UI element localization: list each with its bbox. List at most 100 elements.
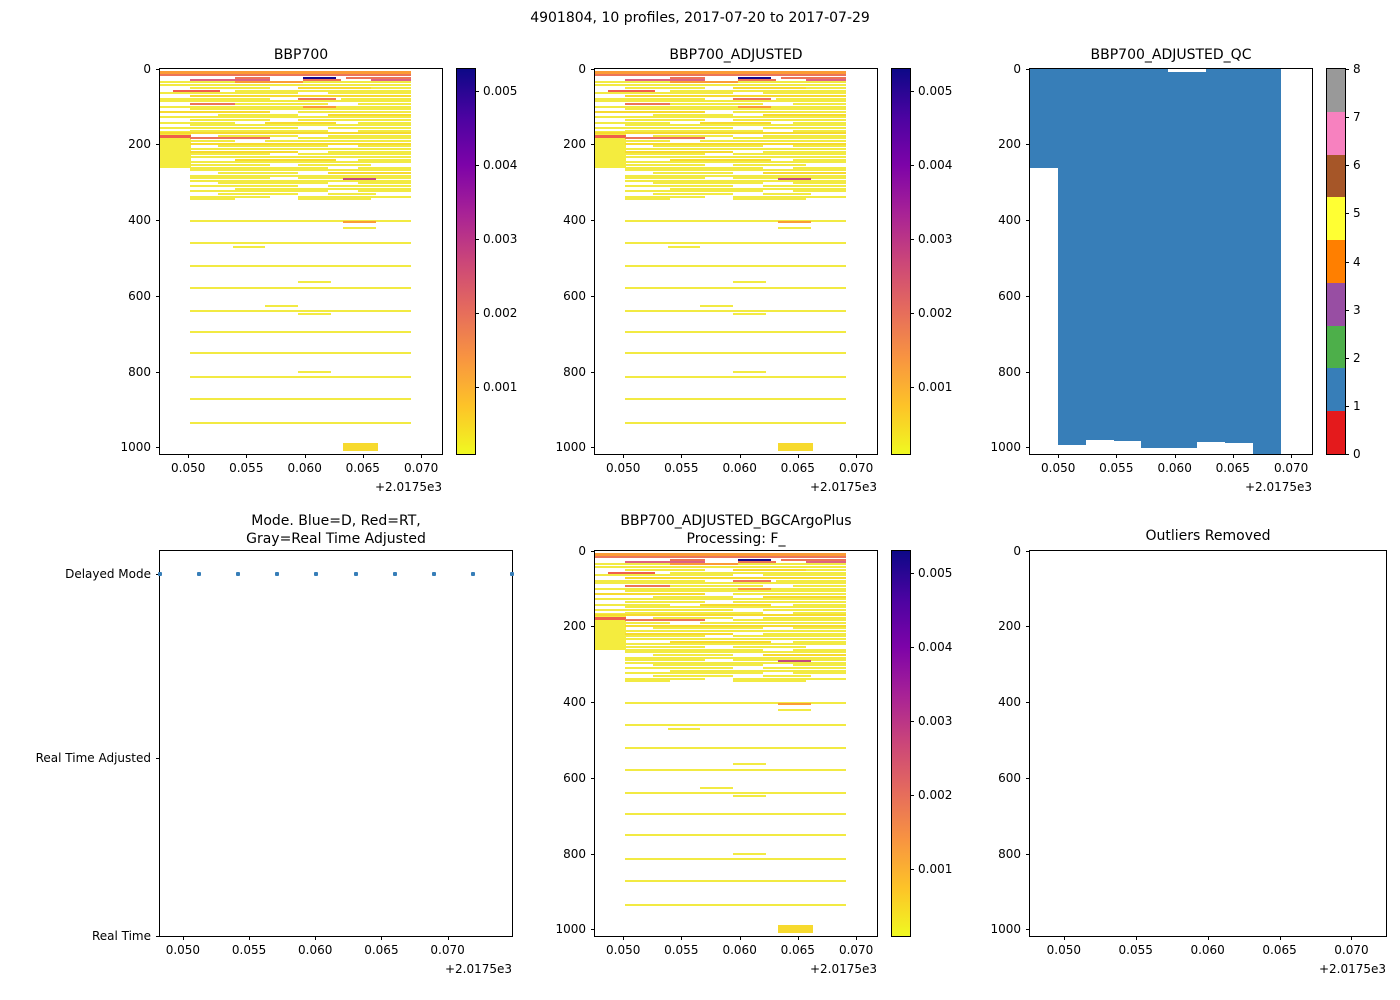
heatmap-stripe [160, 92, 299, 95]
heatmap-stripe [733, 371, 766, 374]
heatmap-stripe [595, 116, 846, 119]
heatmap-stripe [738, 587, 771, 590]
heatmap-stripe [190, 331, 411, 334]
heatmap-stripe [172, 89, 221, 92]
y-tick-label: 0 [578, 544, 586, 558]
heatmap-stripe [625, 858, 846, 861]
heatmap-stripe [763, 193, 811, 196]
x-tick-label: 0.050 [1041, 461, 1076, 475]
heatmap-stripe [625, 632, 734, 635]
x-tick-label: 0.055 [231, 943, 267, 957]
y-tick-label: 0 [578, 62, 586, 76]
heatmap-stripe [793, 121, 846, 124]
y-tick-label: 1000 [555, 440, 586, 455]
x-tick-mark [1063, 936, 1065, 940]
data-mode-marker [353, 571, 358, 576]
heatmap-stripe [625, 624, 846, 627]
qc-flag-cell [1085, 69, 1114, 441]
heatmap-stripe [625, 637, 846, 640]
x-tick-mark [1058, 454, 1060, 458]
heatmap-stripe [763, 595, 846, 598]
x-tick-label: 0.065 [780, 461, 815, 475]
heatmap-stripe [738, 563, 846, 566]
heatmap-stripe [328, 185, 411, 188]
heatmap-stripe [160, 105, 304, 108]
colorbar-tick-label: 3 [1353, 302, 1361, 317]
colorbar-tick-label: 4 [1353, 254, 1361, 269]
heatmap-stripe [763, 632, 846, 635]
heatmap-stripe [778, 178, 811, 181]
heatmap-stripe [733, 677, 846, 680]
heatmap-stripe [625, 590, 846, 593]
colorbar-qc-segment [1327, 69, 1345, 112]
heatmap-stripe [793, 190, 846, 193]
y-tick-label: 800 [998, 846, 1021, 861]
colorbar-tick-mark [910, 313, 914, 315]
heatmap-stripe [625, 568, 706, 571]
heatmap-stripe [298, 371, 331, 374]
colorbar-tick-label: 0.002 [483, 306, 518, 321]
heatmap-stripe [625, 79, 706, 82]
heatmap-stripe [217, 134, 299, 137]
heatmap-stripe [778, 924, 814, 928]
heatmap-stripe [763, 574, 846, 577]
heatmap-stripe [733, 659, 846, 662]
colorbar-qc-segment [1327, 411, 1345, 454]
x-tick-label: 0.055 [664, 943, 699, 957]
heatmap-stripe [625, 585, 671, 588]
colorbar-tick-label: 0.001 [918, 862, 953, 877]
heatmap-stripe [733, 198, 806, 201]
plot-area-bbp700-adjusted: 0.050 0.055 0.060 0.065 0.070 +2.0175e3 0 200 40… [555, 62, 878, 494]
heatmap-stripe [670, 158, 771, 161]
heatmap-stripe [190, 108, 411, 111]
x-tick-mark [739, 454, 741, 458]
heatmap-stripe [298, 163, 371, 166]
heatmap-stripe [190, 166, 329, 169]
x-tick-label: 0.055 [229, 461, 264, 475]
heatmap-stripe [160, 132, 411, 135]
y-tick-label: 600 [563, 288, 586, 303]
heatmap-stripe [358, 158, 411, 161]
y-tick-label: 600 [998, 288, 1021, 303]
colorbar-qc-flags: 0 1 2 3 4 5 6 7 8 [1326, 62, 1361, 461]
heatmap-stripe [190, 220, 411, 223]
heatmap-stripe [190, 142, 411, 145]
heatmap-stripe [217, 193, 299, 196]
colorbar-tick-label: 0.005 [918, 84, 953, 99]
heatmap-stripe [343, 447, 379, 451]
heatmap-stripe [763, 92, 846, 95]
heatmap-stripe [733, 86, 806, 89]
heatmap-stripe [190, 241, 411, 244]
x-tick-mark [182, 936, 184, 940]
y-tick-label: 1000 [555, 922, 586, 937]
y-tick-mark [591, 853, 595, 855]
heatmap-stripe [343, 227, 376, 230]
x-tick-mark [1174, 454, 1176, 458]
heatmap-stripe [370, 79, 411, 82]
heatmap-stripe [625, 185, 734, 188]
heatmap-stripe [595, 134, 627, 138]
x-tick-mark [188, 454, 190, 458]
heatmap-stripe [625, 153, 706, 156]
heatmap-stripe [358, 129, 411, 132]
heatmap-stripe [595, 566, 846, 569]
x-tick-label: 0.065 [1262, 943, 1297, 957]
colorbar-tick-mark [475, 91, 479, 93]
colorbar-qc-segment [1327, 282, 1345, 326]
heatmap-stripe [217, 145, 329, 148]
qc-flag-cell [1057, 69, 1086, 445]
qc-flag-cell [1197, 69, 1226, 442]
heatmap-stripe [160, 126, 299, 129]
x-tick-label: 0.055 [1099, 461, 1134, 475]
heatmap-stripe [595, 582, 846, 585]
y-tick-label: 1000 [990, 922, 1021, 937]
colorbar-tick-mark [910, 721, 914, 723]
heatmap-stripe [595, 73, 846, 76]
heatmap-stripe [625, 169, 846, 172]
y-tick-mark [156, 757, 160, 759]
heatmap-stripe [343, 221, 376, 224]
heatmap-stripe [160, 73, 411, 76]
heatmap-stripe [770, 105, 846, 108]
data-mode-marker [275, 571, 280, 576]
